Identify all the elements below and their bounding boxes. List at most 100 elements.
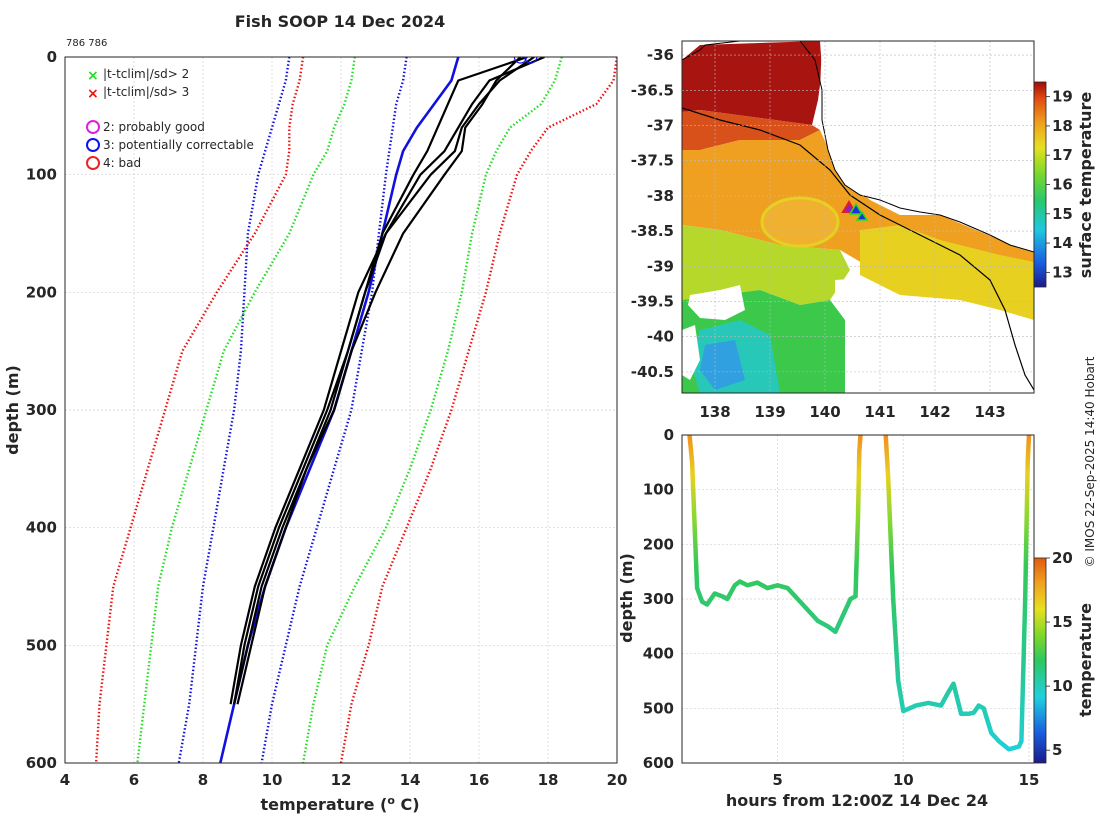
map-y-tick-label: -38 <box>647 187 674 205</box>
map-y-tick-label: -40.5 <box>631 363 674 381</box>
temp-colorbar-label: temperature <box>1076 603 1095 717</box>
x-tick-label: 16 <box>469 771 490 789</box>
trace-series-1 <box>853 435 863 599</box>
legend-item-probably-good: 2: probably good <box>86 120 205 134</box>
temp-colorbar-tick-label: 5 <box>1052 741 1062 759</box>
ticks-c: 5 10 15 0 100 200 300 400 500 600 <box>643 426 1040 789</box>
sst-colorbar-tick-label: 13 <box>1052 263 1073 281</box>
land-mass <box>820 41 1034 252</box>
plot-frame-a <box>64 56 618 764</box>
map-y-tick-label: -37 <box>647 116 674 134</box>
legend-label-correctable: 3: potentially correctable <box>103 138 254 152</box>
sst-colorbar-tick-label: 15 <box>1052 205 1073 223</box>
sst-blue-patch <box>700 340 745 390</box>
x-tick-label: 18 <box>538 771 559 789</box>
x-tick-label: 6 <box>129 771 139 789</box>
ship-track <box>682 107 1034 391</box>
trace-y-tick-label: 600 <box>643 754 674 772</box>
x-axis-label-main: temperature ( <box>260 795 387 814</box>
profile-series-10 <box>233 57 522 705</box>
map-y-tick-label: -37.5 <box>631 152 674 170</box>
sst-colorbar-tick-label: 18 <box>1052 117 1073 135</box>
drop-marker-3 <box>855 210 869 221</box>
map-x-tick-label: 138 <box>699 403 730 421</box>
x-tick-label: 12 <box>331 771 352 789</box>
sst-eddy <box>760 196 840 248</box>
sst-colorbar-tick-label: 16 <box>1052 176 1073 194</box>
map-y-tick-label: -39.5 <box>631 292 674 310</box>
x-tick-label: 10 <box>262 771 283 789</box>
temp-colorbar-tick-label: 15 <box>1052 613 1073 631</box>
x-axis-label-hours: hours from 12:00Z 14 Dec 24 <box>726 791 988 810</box>
profile-series-7 <box>233 57 545 705</box>
sst-colorbar-tick-label: 17 <box>1052 146 1073 164</box>
sst-cloud-gap-1 <box>688 285 745 320</box>
map-y-tick-label: -40 <box>647 328 674 346</box>
trace-y-tick-label: 0 <box>664 426 674 444</box>
sst-yellow-green <box>682 225 850 305</box>
chart-title: Fish SOOP 14 Dec 2024 <box>235 12 445 31</box>
sst-yellow-coast <box>860 225 1034 330</box>
y-tick-label: 100 <box>26 166 57 184</box>
sst-colorbar-label: surface temperature <box>1076 92 1095 279</box>
series-a <box>94 57 617 763</box>
trace-series-2 <box>883 435 1024 752</box>
coastline <box>704 41 1034 253</box>
series-c <box>687 435 1032 752</box>
x-axis-label-sup: o <box>387 794 395 807</box>
map-x-tick-label: 140 <box>809 403 840 421</box>
profile-series-2 <box>260 57 408 763</box>
y-tick-label: 400 <box>26 519 57 537</box>
legend-item-correctable: 3: potentially correctable <box>86 138 254 152</box>
legend-label-bad: 4: bad <box>103 156 141 170</box>
map-y-tick-label: -36 <box>647 46 674 64</box>
imos-credit: © IMOS 22-Sep-2025 14:40 Hobart <box>1083 356 1097 567</box>
legend-circle-blue <box>86 138 100 152</box>
y-tick-label: 500 <box>26 636 57 654</box>
profile-series-1 <box>177 57 291 763</box>
y-tick-label: 300 <box>26 401 57 419</box>
y-axis-label-depth-c: depth (m) <box>617 553 636 643</box>
flag-marker-0 <box>513 57 527 64</box>
trace-x-tick-label: 10 <box>893 771 914 789</box>
drop-marker-2 <box>848 202 864 215</box>
trace-x-tick-label: 15 <box>1019 771 1040 789</box>
sst-colorbar <box>1033 81 1047 288</box>
legend-item-sd3: × |t-tclim|/sd> 3 <box>87 85 189 102</box>
ticks-b: 138 139 140 141 142 143 -36 -36.5 -37 -37.5 -38 -38… <box>631 46 1006 421</box>
coastline-west <box>682 44 706 61</box>
map-y-tick-label: -38.5 <box>631 222 674 240</box>
map-y-tick-label: -39 <box>647 257 674 275</box>
legend-circle-magenta <box>86 120 100 134</box>
map-x-tick-label: 139 <box>754 403 785 421</box>
profile-series-5 <box>94 57 305 763</box>
map-y-tick-label: -36.5 <box>631 81 674 99</box>
legend-item-bad: 4: bad <box>86 156 141 170</box>
sst-colorbar-ticks: 13 14 15 16 17 18 19 <box>1046 88 1073 281</box>
profile-series-9 <box>236 57 528 705</box>
sst-cloud-gap-3 <box>682 325 700 380</box>
map-x-tick-label: 141 <box>864 403 895 421</box>
x-tick-label: 14 <box>400 771 421 789</box>
x-tick-label: 8 <box>198 771 208 789</box>
legend-label-sd3: |t-tclim|/sd> 3 <box>103 85 189 99</box>
trace-y-tick-label: 300 <box>643 590 674 608</box>
legend-label-probably-good: 2: probably good <box>103 120 205 134</box>
y-tick-label: 200 <box>26 283 57 301</box>
land-bay <box>960 300 1034 393</box>
legend-x-marker-green: × <box>87 68 99 84</box>
sst-map <box>682 41 1034 393</box>
legend: × |t-tclim|/sd> 2 × |t-tclim|/sd> 3 2: p… <box>86 67 254 170</box>
map-x-tick-label: 142 <box>919 403 950 421</box>
profile-series-0 <box>219 57 460 763</box>
x-tick-label: 4 <box>60 771 70 789</box>
profile-id-note: 786 786 <box>66 38 107 49</box>
profile-series-8 <box>229 57 535 705</box>
legend-circle-red <box>86 156 100 170</box>
sst-colorbar-tick-label: 14 <box>1052 234 1073 252</box>
trace-y-tick-label: 400 <box>643 645 674 663</box>
profile-series-4 <box>301 57 563 763</box>
trace-series-0 <box>687 435 858 635</box>
y-axis-label: depth (m) <box>3 365 22 455</box>
